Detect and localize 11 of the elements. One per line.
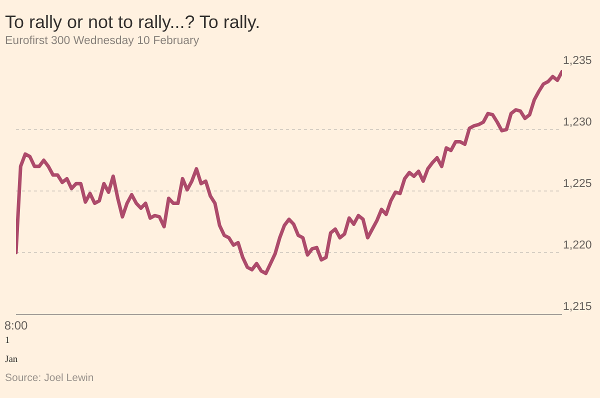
chart-title: To rally or not to rally...? To rally.: [5, 12, 260, 32]
text: Jan: [5, 355, 18, 365]
text: 1: [5, 336, 10, 346]
chart-subtitle: Eurofirst 300 Wednesday 10 February: [5, 35, 200, 47]
source-note: Source: Joel Lewin: [5, 372, 94, 384]
y-tick-label: 1,220: [563, 239, 592, 252]
y-tick-label: 1,235: [563, 54, 592, 67]
x-tick-label: 8:00: [4, 318, 28, 332]
y-tick-label: 1,225: [563, 178, 592, 190]
y-tick-label: 1,215: [563, 300, 592, 313]
y-tick-label: 1,230: [563, 116, 592, 128]
